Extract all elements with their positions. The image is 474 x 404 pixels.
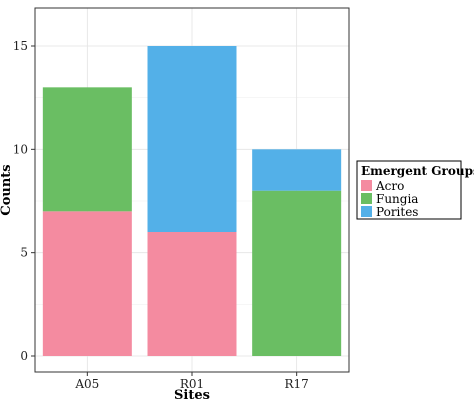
legend-label-acro: Acro (375, 179, 404, 193)
x-tick-label: A05 (74, 377, 99, 391)
legend-title: Emergent Groups (361, 164, 474, 178)
y-tick-label: 15 (13, 39, 28, 53)
y-axis: 0 5 10 15 (13, 39, 35, 363)
legend-swatch-fungia (361, 193, 372, 204)
y-tick-label: 10 (13, 142, 28, 156)
x-axis-title: Sites (174, 388, 210, 403)
bar-acro-a05 (42, 211, 132, 356)
x-tick-label: R17 (285, 377, 309, 391)
bars (42, 46, 342, 356)
legend-swatch-acro (361, 180, 372, 191)
bar-acro-r01 (147, 232, 237, 356)
legend-swatch-porites (361, 206, 372, 217)
y-tick-label: 0 (20, 349, 28, 363)
x-tick-label: R01 (180, 377, 204, 391)
bar-porites-r01 (147, 46, 237, 232)
bar-fungia-r17 (252, 190, 342, 356)
y-axis-title: Counts (0, 164, 14, 215)
y-tick-label: 5 (20, 246, 28, 260)
legend-label-fungia: Fungia (376, 192, 418, 206)
bar-fungia-a05 (42, 87, 132, 212)
legend-box (356, 160, 462, 220)
bar-porites-r17 (252, 149, 342, 191)
x-axis: A05 R01 R17 (74, 372, 309, 391)
legend-label-porites: Porites (376, 205, 418, 219)
